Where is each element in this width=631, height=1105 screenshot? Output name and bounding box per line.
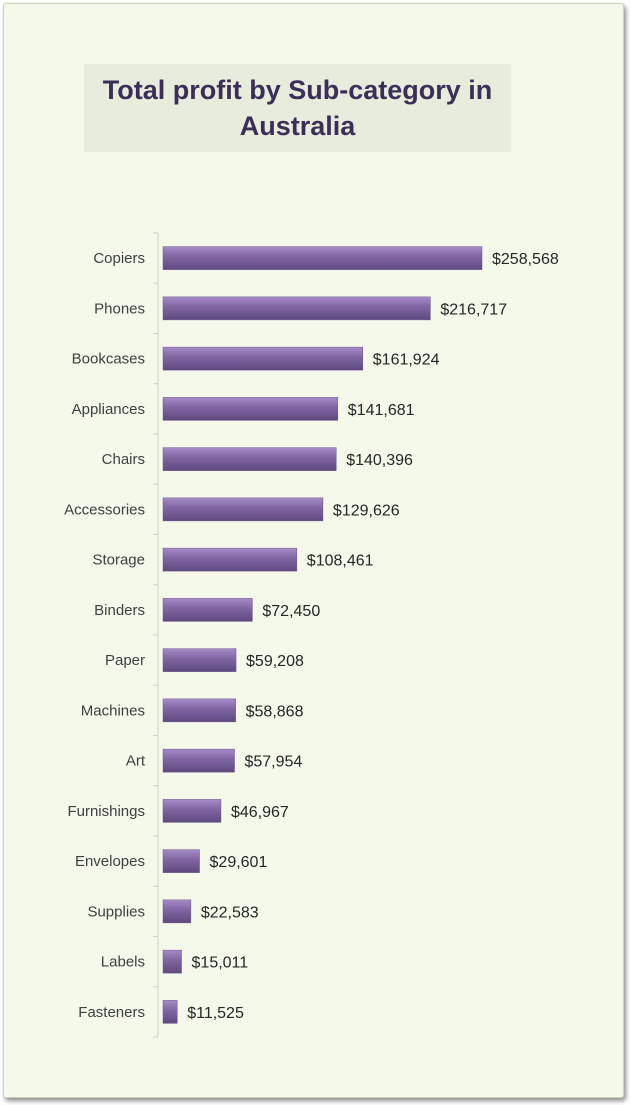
bar-bookcases [162,346,364,371]
data-label: $141,681 [348,402,415,419]
bar-envelopes [162,849,200,873]
bar-appliances [162,397,339,421]
category-label: Machines [81,702,145,719]
bar-copiers [162,246,483,270]
category-label: Labels [101,954,145,971]
category-label: Paper [105,652,145,669]
data-label: $58,868 [246,703,304,720]
category-label: Fasteners [78,1004,145,1021]
category-label: Furnishings [67,803,145,820]
bar-phones [162,296,431,321]
data-label: $29,601 [210,854,268,871]
bar-binders [162,598,253,622]
data-label: $22,583 [201,904,259,921]
category-label: Accessories [64,501,145,518]
category-label: Chairs [102,451,145,468]
bar-accessories [162,497,324,522]
bar-supplies [162,899,192,924]
data-label: $11,525 [187,1005,244,1022]
data-label: $216,717 [440,301,507,318]
chart-title-box: Total profit by Sub-category in Australi… [84,64,511,152]
category-label: Storage [92,552,145,569]
bar-machines [162,698,236,723]
bar-labels [162,949,182,974]
bar-storage [162,547,298,572]
category-label: Bookcases [72,351,145,368]
data-label: $59,208 [246,653,304,670]
data-label: $129,626 [333,502,400,519]
bar-paper [162,648,237,672]
bar-fasteners [162,1000,178,1024]
category-label: Copiers [93,250,145,267]
chart-area [3,3,624,1098]
category-label: Appliances [72,401,145,418]
data-label: $140,396 [346,452,413,469]
data-label: $46,967 [231,804,289,821]
category-label: Binders [94,602,145,619]
data-label: $72,450 [262,603,320,620]
data-label: $258,568 [492,251,559,268]
bar-chairs [162,447,337,471]
data-label: $15,011 [192,955,249,972]
data-label: $161,924 [373,352,440,369]
chart-title: Total profit by Sub-category in Australi… [102,75,493,141]
category-label: Supplies [87,903,145,920]
bar-art [162,748,235,773]
category-label: Art [126,753,146,770]
data-label: $57,954 [244,754,302,771]
bar-furnishings [162,799,222,823]
category-label: Envelopes [75,853,145,870]
data-label: $108,461 [307,553,374,570]
category-label: Phones [94,300,145,317]
